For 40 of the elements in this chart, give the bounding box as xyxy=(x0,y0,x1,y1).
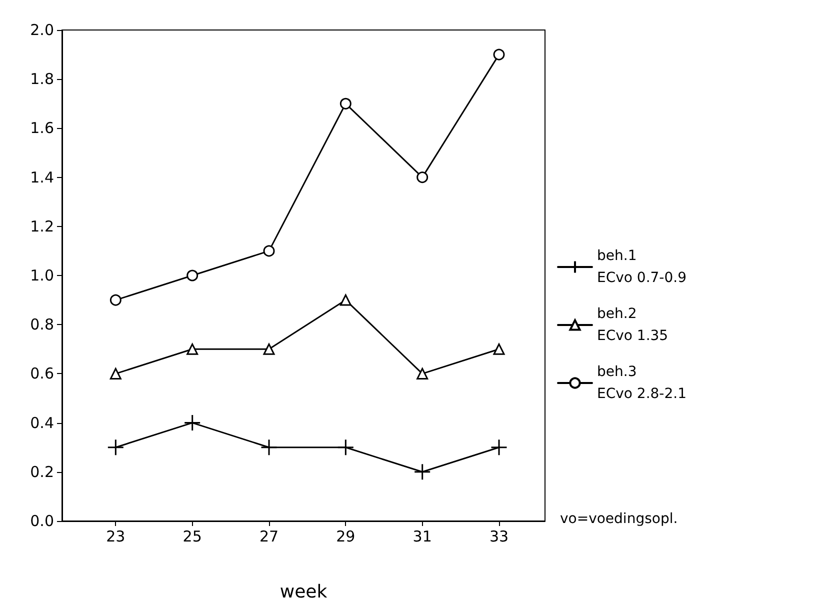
point xyxy=(491,440,507,456)
point xyxy=(263,245,275,257)
point xyxy=(338,440,354,456)
x-tick-label: 27 xyxy=(259,528,279,546)
text: vo=voedingsopl. xyxy=(560,511,678,527)
point xyxy=(340,98,352,110)
x-tick-label: 23 xyxy=(106,528,126,546)
y-tick-label: 0.8 xyxy=(30,316,54,334)
point xyxy=(493,48,505,60)
legend-label: beh.3 ECvo 2.8-2.1 xyxy=(597,364,687,402)
y-tick-label: 1.0 xyxy=(30,266,54,284)
point xyxy=(261,440,277,456)
point xyxy=(263,343,275,355)
point xyxy=(340,294,352,306)
point xyxy=(416,172,428,184)
point xyxy=(108,440,124,456)
x-tick-label: 25 xyxy=(182,528,202,546)
point xyxy=(186,270,198,282)
x-tick-label: 33 xyxy=(489,528,509,546)
y-tick-label: 0.4 xyxy=(30,414,54,432)
y-tick-label: 1.4 xyxy=(30,168,54,186)
y-tick-label: 0.2 xyxy=(30,462,54,481)
y-tick-label: 1.2 xyxy=(30,217,54,236)
x-tick-label: 31 xyxy=(412,528,432,546)
point xyxy=(414,464,430,480)
legend-label: beh.2 ECvo 1.35 xyxy=(597,306,668,344)
point xyxy=(184,415,200,431)
x-tick-label: 29 xyxy=(336,528,356,546)
legend-label: beh.1 ECvo 0.7-0.9 xyxy=(597,248,687,286)
point xyxy=(186,343,198,355)
x-axis-title: week xyxy=(280,582,328,602)
point xyxy=(110,368,122,380)
y-tick-label: 1.6 xyxy=(30,119,54,138)
point xyxy=(416,368,428,380)
y-tick-label: 0.6 xyxy=(30,364,54,383)
y-tick-label: 2.0 xyxy=(30,21,54,39)
point xyxy=(493,343,505,355)
y-tick-label: 1.8 xyxy=(30,70,54,88)
y-tick-label: 0.0 xyxy=(30,512,54,530)
point xyxy=(110,294,122,306)
